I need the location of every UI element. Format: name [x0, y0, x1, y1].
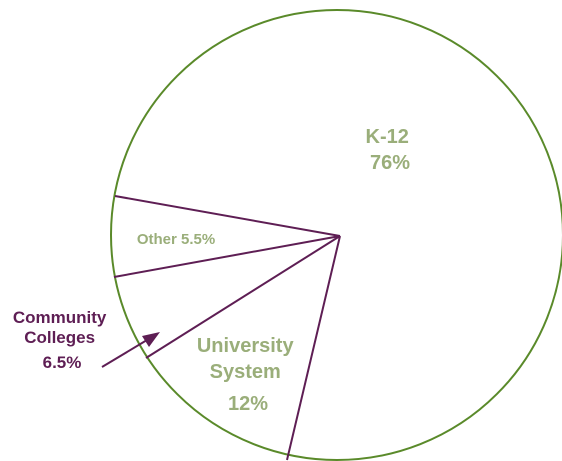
- slice-label-k12: K-12 76%: [366, 126, 415, 174]
- slice-label-community-line1: Community: [13, 308, 107, 327]
- slice-label-university-line1: University: [197, 335, 295, 357]
- slice-label-university-line2: System: [210, 361, 281, 383]
- slice-label-other: Other 5.5%: [137, 231, 215, 248]
- callout-arrow-head: [142, 332, 160, 347]
- callout-arrow-line: [101, 336, 153, 368]
- divider-community-colleges-university: [145, 235, 341, 359]
- slice-label-other-text: Other 5.5%: [137, 231, 215, 248]
- divider-other-community-colleges: [113, 235, 341, 278]
- slice-label-community-line2: Colleges: [24, 328, 95, 347]
- divider-k12-other: [114, 195, 341, 237]
- slice-label-university-value: 12%: [228, 393, 268, 415]
- slice-label-k12-name: K-12: [366, 126, 409, 148]
- slice-label-k12-value: 76%: [370, 152, 410, 174]
- divider-university-k12: [286, 235, 341, 461]
- slice-label-community-value: 6.5%: [43, 353, 82, 372]
- slice-label-university-system: University System 12%: [197, 335, 299, 415]
- slice-label-community-colleges: Community Colleges 6.5%: [13, 308, 111, 372]
